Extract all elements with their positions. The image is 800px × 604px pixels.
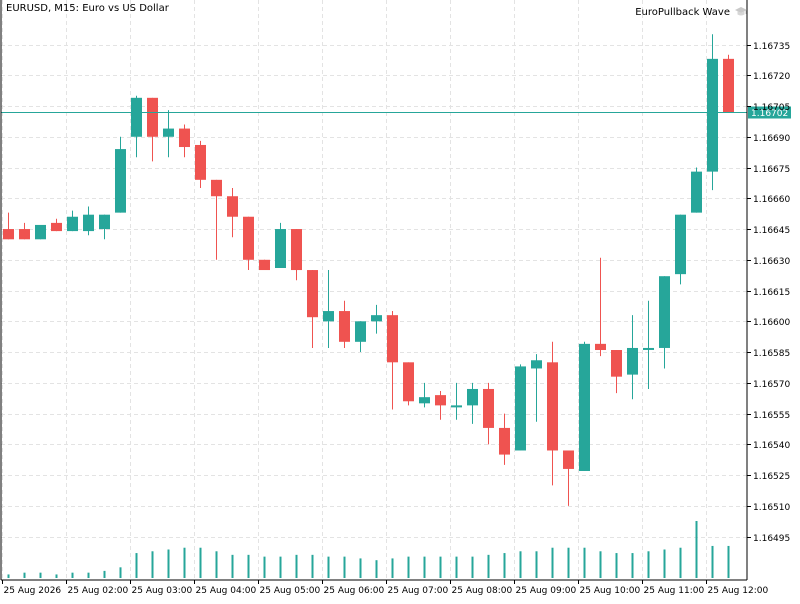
indicator-label[interactable]: EuroPullback Wave: [635, 7, 730, 18]
candle-body-bearish: [547, 362, 558, 451]
candle-body-bullish: [35, 224, 46, 240]
candle-body-bullish: [371, 315, 382, 322]
candle-body-bullish: [323, 311, 334, 322]
candle-body-bullish: [131, 97, 142, 137]
candle-body-bearish: [403, 362, 414, 402]
candle-body-bullish: [643, 347, 654, 350]
candle-body-bearish: [723, 58, 734, 113]
time-tick-label: 25 Aug 08:00: [452, 586, 513, 596]
candle-body-bearish: [307, 270, 318, 318]
price-tick-label: 1.16675: [753, 165, 790, 175]
candle-body-bullish: [355, 321, 366, 342]
candle-body-bearish: [227, 196, 238, 217]
candle-body-bullish: [275, 229, 286, 268]
candle-body-bullish: [99, 214, 110, 230]
price-tick-label: 1.16645: [753, 226, 790, 236]
time-tick-label: 25 Aug 05:00: [260, 586, 321, 596]
grid-layer: [1, 0, 747, 580]
candle-body-bearish: [211, 179, 222, 197]
axis-layer: 1.16735 1.16720 1.16705 1.16690 1.16675 1.166…: [0, 0, 790, 596]
candle-body-bearish: [19, 229, 30, 240]
candle-body-bearish: [435, 395, 446, 406]
candle-body-bearish: [483, 388, 494, 428]
candle-body-bearish: [147, 97, 158, 137]
time-tick-label: 25 Aug 10:00: [580, 586, 641, 596]
price-tick-label: 1.16720: [753, 72, 790, 82]
time-tick-label: 25 Aug 06:00: [324, 586, 385, 596]
candle-body-bearish: [195, 144, 206, 180]
candle-body-bearish: [3, 229, 14, 240]
price-tick-label: 1.16570: [753, 380, 790, 390]
symbol-label: EURUSD, M15: Euro vs US Dollar: [6, 3, 169, 14]
candle-body-bullish: [419, 397, 430, 404]
price-tick-label: 1.16735: [753, 42, 790, 52]
time-tick-label: 25 Aug 12:00: [708, 586, 769, 596]
current-price-line-layer: 1.16702: [1, 106, 791, 119]
price-tick-label: 1.16690: [753, 134, 790, 144]
time-tick-label: 25 Aug 09:00: [516, 586, 577, 596]
candle-body-bearish: [259, 259, 270, 271]
candle-body-bearish: [595, 343, 606, 351]
candle-body-bearish: [611, 350, 622, 377]
time-tick-label: 25 Aug 02:00: [68, 586, 129, 596]
time-tick-label: 25 Aug 11:00: [644, 586, 705, 596]
current-price-tag: [748, 106, 791, 119]
price-tick-label: 1.16630: [753, 257, 790, 267]
price-tick-label: 1.16585: [753, 349, 790, 359]
candle-body-bearish: [291, 229, 302, 271]
time-tick-label: 25 Aug 2026: [4, 586, 62, 596]
candle-body-bearish: [243, 216, 254, 260]
candle-body-bullish: [691, 171, 702, 213]
candle-body-bullish: [579, 343, 590, 471]
candle-body-bullish: [675, 214, 686, 275]
price-tick-label: 1.16705: [753, 103, 790, 113]
price-tick-label: 1.16495: [753, 534, 790, 544]
current-price-label: 1.16702: [751, 109, 788, 119]
candle-body-bullish: [531, 360, 542, 369]
time-tick-label: 25 Aug 07:00: [388, 586, 449, 596]
candle-body-bullish: [163, 128, 174, 137]
price-tick-label: 1.16600: [753, 318, 790, 328]
candle-body-bullish: [627, 347, 638, 375]
candle-body-bearish: [499, 427, 510, 455]
candle-body-bearish: [179, 128, 190, 148]
graduation-cap-icon[interactable]: [734, 6, 748, 18]
time-tick-label: 25 Aug 03:00: [132, 586, 193, 596]
candle-body-bullish: [467, 388, 478, 406]
price-tick-label: 1.16555: [753, 411, 790, 421]
time-tick-label: 25 Aug 04:00: [196, 586, 257, 596]
price-tick-label: 1.16615: [753, 288, 790, 298]
candle-body-bullish: [115, 149, 126, 213]
candle-body-bullish: [451, 405, 462, 408]
price-tick-label: 1.16525: [753, 472, 790, 482]
candle-body-bearish: [51, 222, 62, 232]
volume-layer: [7, 521, 730, 578]
candle-body-bearish: [387, 315, 398, 363]
candle-body-bullish: [515, 366, 526, 451]
candle-layer: [3, 34, 734, 506]
price-tick-label: 1.16510: [753, 503, 790, 513]
candle-body-bullish: [707, 58, 718, 172]
candle-body-bullish: [83, 214, 94, 232]
price-tick-label: 1.16540: [753, 441, 790, 451]
candle-body-bearish: [339, 311, 350, 342]
candle-body-bullish: [67, 216, 78, 232]
candle-body-bullish: [659, 276, 670, 348]
candle-body-bearish: [563, 450, 574, 469]
price-tick-label: 1.16660: [753, 195, 790, 205]
